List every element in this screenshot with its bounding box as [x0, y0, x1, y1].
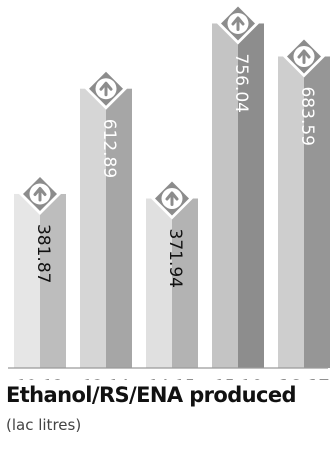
bar-chart: 381.87 612.89 371.94 756.04 683.59 12-13 13-1…	[8, 2, 330, 380]
bar-dark-half	[238, 23, 264, 369]
chart-subtitle: (lac litres)	[6, 416, 82, 434]
x-tick-label: 14-15	[149, 376, 196, 380]
x-tick-label: 12-13	[17, 376, 64, 380]
bar-light-half	[14, 193, 40, 368]
bar-dark-half	[304, 56, 330, 368]
bar-light-half	[212, 23, 238, 369]
value-label: 683.59	[297, 86, 317, 145]
x-tick-labels: 12-13 13-14 14-15 15-16 16-17	[17, 376, 330, 380]
bar-15-16: 756.04	[212, 2, 264, 369]
value-label: 381.87	[33, 224, 53, 283]
bar-14-15: 371.94	[146, 177, 198, 368]
bar-light-half	[80, 88, 106, 369]
bar-light-half	[278, 56, 304, 368]
bar-13-14: 612.89	[80, 67, 132, 369]
bar-12-13: 381.87	[14, 172, 66, 368]
x-tick-label: 15-16	[215, 376, 262, 380]
value-label: 756.04	[231, 53, 251, 112]
value-label: 612.89	[99, 119, 119, 178]
bar-16-17: 683.59	[278, 35, 330, 368]
bar-dark-half	[106, 88, 132, 369]
x-tick-label: 16-17	[278, 376, 329, 380]
bar-light-half	[146, 198, 172, 368]
up-arrow-diamond-icon	[283, 35, 325, 78]
up-arrow-diamond-icon	[19, 172, 61, 215]
chart-title: Ethanol/RS/ENA produced	[6, 383, 297, 407]
up-arrow-diamond-icon	[217, 2, 259, 45]
up-arrow-diamond-icon	[151, 177, 193, 220]
bar-dark-half	[172, 198, 198, 368]
value-label: 371.94	[165, 229, 185, 288]
up-arrow-diamond-icon	[85, 67, 127, 110]
bar-dark-half	[40, 193, 66, 368]
bars-group: 381.87 612.89 371.94 756.04 683.59	[14, 2, 330, 369]
x-tick-label: 13-14	[83, 376, 130, 380]
